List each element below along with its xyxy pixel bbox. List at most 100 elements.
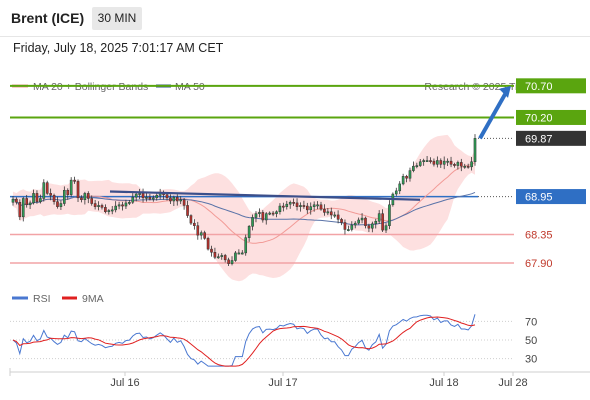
candle <box>114 201 117 213</box>
candle <box>429 157 432 164</box>
candle-body <box>217 256 220 259</box>
candle <box>360 213 364 224</box>
candle <box>56 196 59 209</box>
candle <box>408 167 412 182</box>
candle <box>275 210 278 218</box>
candle-body <box>347 229 350 231</box>
candle-body <box>83 193 87 200</box>
candle-body <box>45 182 49 194</box>
level-label-67.90: 67.90 <box>525 258 553 270</box>
candle <box>93 199 97 210</box>
candle <box>299 202 302 212</box>
candle <box>388 200 391 230</box>
candle <box>21 196 25 222</box>
candle <box>63 186 66 206</box>
rsi-line <box>12 314 476 367</box>
candle <box>446 158 449 166</box>
candle-body <box>145 196 148 199</box>
candle <box>223 253 227 263</box>
candle <box>347 225 350 232</box>
level-label-68.35: 68.35 <box>525 230 553 242</box>
candle-body <box>165 194 169 199</box>
candle <box>42 179 46 202</box>
candle <box>175 194 179 206</box>
moving-average-layer <box>12 162 476 244</box>
candle <box>436 156 439 168</box>
candle <box>11 195 15 206</box>
candle <box>350 221 354 232</box>
candle-body <box>213 252 217 258</box>
candle <box>412 161 415 173</box>
candle-body <box>124 202 128 207</box>
candle <box>333 211 336 218</box>
candle-body <box>251 217 254 227</box>
candle-body <box>408 170 412 179</box>
timestamp: Friday, July 18, 2025 7:01:17 AM CET <box>13 41 224 55</box>
candle-body <box>329 211 333 216</box>
candle-body <box>128 202 131 204</box>
candle <box>309 202 313 215</box>
candle-body <box>110 209 114 212</box>
candle <box>319 201 323 211</box>
candle <box>466 163 470 169</box>
candle <box>155 193 159 201</box>
candle-body <box>425 160 429 162</box>
header-bar: Brent (ICE) 30 MIN <box>0 0 590 36</box>
candle <box>234 250 237 262</box>
candle <box>240 250 244 255</box>
candle-body <box>453 164 456 166</box>
candle-body <box>172 196 176 202</box>
candle-body <box>285 203 289 207</box>
candle-body <box>86 193 90 199</box>
bollinger-band <box>13 134 475 282</box>
candle-body <box>466 165 470 168</box>
time-tick-label: Jul 28 <box>498 377 527 389</box>
candle <box>35 190 39 204</box>
candle-body <box>340 219 343 223</box>
candle <box>371 221 374 233</box>
candle <box>182 197 186 210</box>
candle <box>401 173 405 186</box>
candle <box>97 201 100 211</box>
candle <box>169 194 172 204</box>
interval-button[interactable]: 30 MIN <box>92 7 142 30</box>
level-labels-layer: 70.70 70.20 69.87 68.95 68.35 67.90 <box>516 78 586 270</box>
candle-body <box>264 213 268 221</box>
candles-layer <box>11 134 477 267</box>
candle <box>90 195 94 206</box>
candle <box>453 162 456 168</box>
candle <box>415 162 419 169</box>
candle-body <box>418 161 422 166</box>
projection-arrow <box>478 89 509 140</box>
candle <box>295 198 299 211</box>
candle <box>377 210 381 225</box>
candle-body <box>473 138 477 163</box>
candle-body <box>415 165 419 168</box>
level-label-text: 70.20 <box>525 112 553 124</box>
candle-body <box>230 260 234 264</box>
candle-body <box>69 179 73 195</box>
candle <box>244 234 248 256</box>
header-divider <box>0 36 590 37</box>
candle <box>145 193 148 202</box>
candle <box>374 218 378 229</box>
level-label-bg <box>516 78 586 94</box>
level-label-bg <box>516 189 586 205</box>
candle <box>100 203 104 210</box>
candle-body <box>117 204 121 207</box>
candle-body <box>182 199 186 206</box>
candle-body <box>186 205 189 216</box>
time-tick-label: Jul 17 <box>268 377 297 389</box>
candle <box>292 198 295 207</box>
candle <box>203 230 206 240</box>
candle-body <box>384 225 388 231</box>
candle <box>49 188 52 201</box>
candle <box>367 223 371 232</box>
candle-body <box>179 199 182 202</box>
candle-body <box>271 212 275 215</box>
rsi-ma-line <box>12 316 476 367</box>
ma20-legend-label: MA 20 + Bollinger Bands <box>33 81 148 93</box>
candle-body <box>405 176 408 179</box>
candle <box>278 203 282 215</box>
